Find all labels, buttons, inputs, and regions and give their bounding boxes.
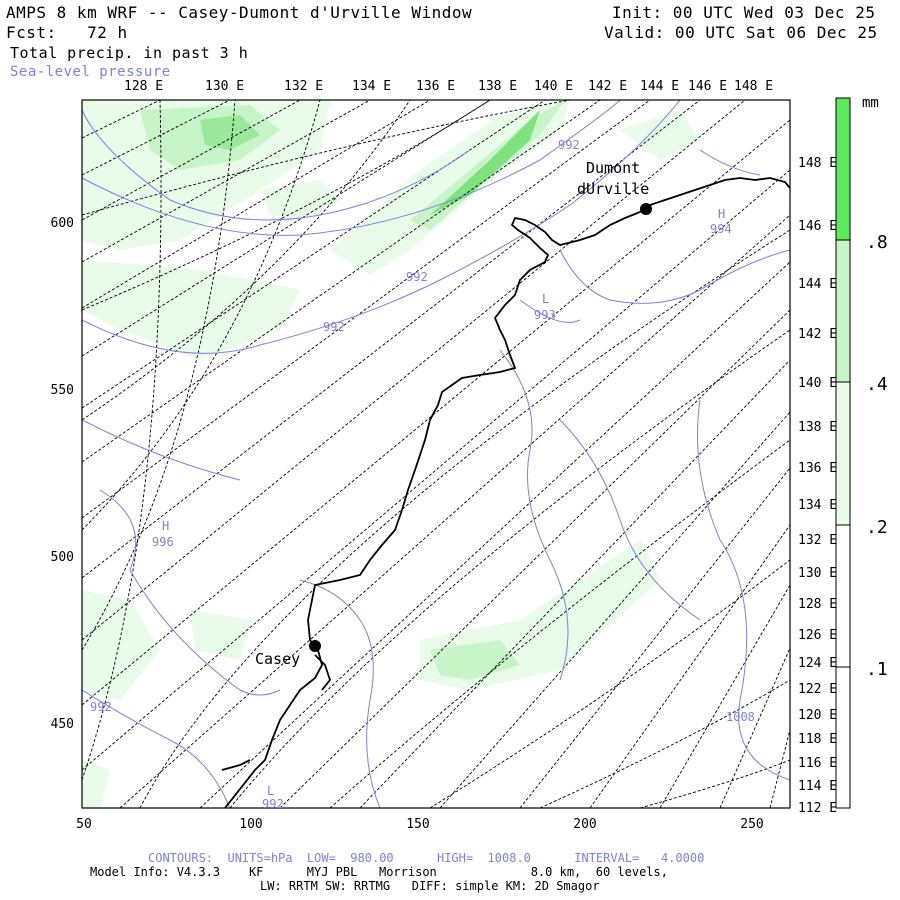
contour-label-group: 992 992 992 992 993 994 996 1008 992 H L…: [90, 138, 755, 811]
station-marker-casey: [309, 640, 321, 652]
right-axis-label: 148 E: [798, 156, 837, 171]
colorbar-label: .2: [866, 517, 888, 538]
coastline: [221, 177, 790, 808]
right-axis-label: 124 E: [798, 656, 837, 671]
precip-shading: [82, 100, 700, 808]
graticule: [82, 100, 790, 808]
colorbar-segment: [836, 98, 850, 240]
right-axis-label: 130 E: [798, 566, 837, 581]
top-axis-label: 136 E: [416, 79, 455, 94]
contour-label: 993: [534, 308, 556, 322]
station-label-dumont: Dumont: [586, 159, 640, 177]
right-axis-label: 132 E: [798, 533, 837, 548]
right-axis-label: 126 E: [798, 628, 837, 643]
left-axis-label: 600: [51, 216, 74, 231]
contour-label: 992: [406, 270, 428, 284]
field-name: Total precip. in past 3 h: [10, 44, 249, 62]
top-axis-labels: 128 E 130 E 132 E 134 E 136 E 138 E 140 …: [124, 79, 773, 94]
right-axis-label: 122 E: [798, 682, 837, 697]
colorbar-segment: [836, 382, 850, 525]
top-axis-label: 128 E: [124, 79, 163, 94]
bottom-axis-labels: 50 100 150 200 250: [76, 817, 764, 832]
left-axis-label: 500: [51, 550, 74, 565]
contour-label: 1008: [726, 710, 755, 724]
left-axis-label: 550: [51, 383, 74, 398]
footer-contours: CONTOURS: UNITS=hPa LOW= 980.00 HIGH= 10…: [148, 851, 705, 865]
right-axis-label: 144 E: [798, 277, 837, 292]
right-axis-label: 140 E: [798, 376, 837, 391]
colorbar-segment: [836, 525, 850, 667]
bottom-axis-label: 150: [406, 817, 429, 832]
right-axis-label: 128 E: [798, 597, 837, 612]
high-marker: H: [718, 207, 725, 221]
bottom-axis-label: 100: [239, 817, 262, 832]
top-axis-label: 132 E: [284, 79, 323, 94]
right-axis-label: 134 E: [798, 498, 837, 513]
colorbar-label: .8: [866, 232, 888, 253]
right-axis-label: 146 E: [798, 219, 837, 234]
colorbar-label: .1: [866, 659, 888, 680]
top-axis-label: 144 E: [640, 79, 679, 94]
bottom-axis-label: 250: [740, 817, 763, 832]
forecast-hour: Fcst: 72 h: [6, 23, 128, 42]
right-axis-label: 116 E: [798, 756, 837, 771]
map-title: AMPS 8 km WRF -- Casey-Dumont d'Urville …: [6, 3, 473, 22]
contour-label: 996: [152, 535, 174, 549]
left-axis-label: 450: [51, 717, 74, 732]
right-axis-label: 120 E: [798, 708, 837, 723]
plot-frame: [81, 99, 791, 809]
top-axis-label: 134 E: [352, 79, 391, 94]
contour-label: 992: [323, 320, 345, 334]
contour-label: 992: [558, 138, 580, 152]
station-label-casey: Casey: [255, 650, 300, 668]
colorbar: mm .8 .4 .2 .1: [835, 95, 888, 809]
init-time: Init: 00 UTC Wed 03 Dec 25: [612, 3, 876, 22]
overlay-name: Sea-level pressure: [10, 64, 171, 80]
bottom-axis-label: 200: [573, 817, 596, 832]
left-axis-labels: 600 550 500 450: [51, 216, 74, 732]
station-marker-dumont: [640, 203, 652, 215]
top-axis-label: 140 E: [534, 79, 573, 94]
high-marker: H: [162, 519, 169, 533]
pressure-contours: [82, 100, 790, 808]
colorbar-label: .4: [866, 374, 888, 395]
right-axis-label: 138 E: [798, 420, 837, 435]
low-marker: L: [267, 784, 274, 798]
low-marker: L: [542, 292, 549, 306]
top-axis-label: 146 E: [688, 79, 727, 94]
contour-label: 992: [262, 797, 284, 811]
right-axis-label: 118 E: [798, 732, 837, 747]
top-axis-label: 148 E: [734, 79, 773, 94]
top-axis-label: 138 E: [478, 79, 517, 94]
contour-label: 992: [90, 700, 112, 714]
contour-label: 994: [710, 222, 732, 236]
right-axis-labels: 148 E 146 E 144 E 142 E 140 E 138 E 136 …: [798, 156, 837, 816]
bottom-axis-label: 50: [76, 817, 92, 832]
right-axis-label: 136 E: [798, 461, 837, 476]
colorbar-segment: [836, 667, 850, 808]
top-axis-label: 142 E: [588, 79, 627, 94]
valid-time: Valid: 00 UTC Sat 06 Dec 25: [604, 23, 878, 42]
right-axis-label: 142 E: [798, 327, 837, 342]
colorbar-units: mm: [862, 95, 879, 111]
station-label-durville: dUrville: [577, 180, 649, 198]
top-axis-label: 130 E: [205, 79, 244, 94]
footer-model-info: Model Info: V4.3.3 KF MYJ PBL Morrison 8…: [90, 865, 668, 879]
colorbar-segment: [836, 240, 850, 382]
footer-physics: LW: RRTM SW: RRTMG DIFF: simple KM: 2D S…: [260, 879, 600, 893]
right-axis-label: 112 E: [798, 801, 837, 816]
right-axis-label: 114 E: [798, 779, 837, 794]
